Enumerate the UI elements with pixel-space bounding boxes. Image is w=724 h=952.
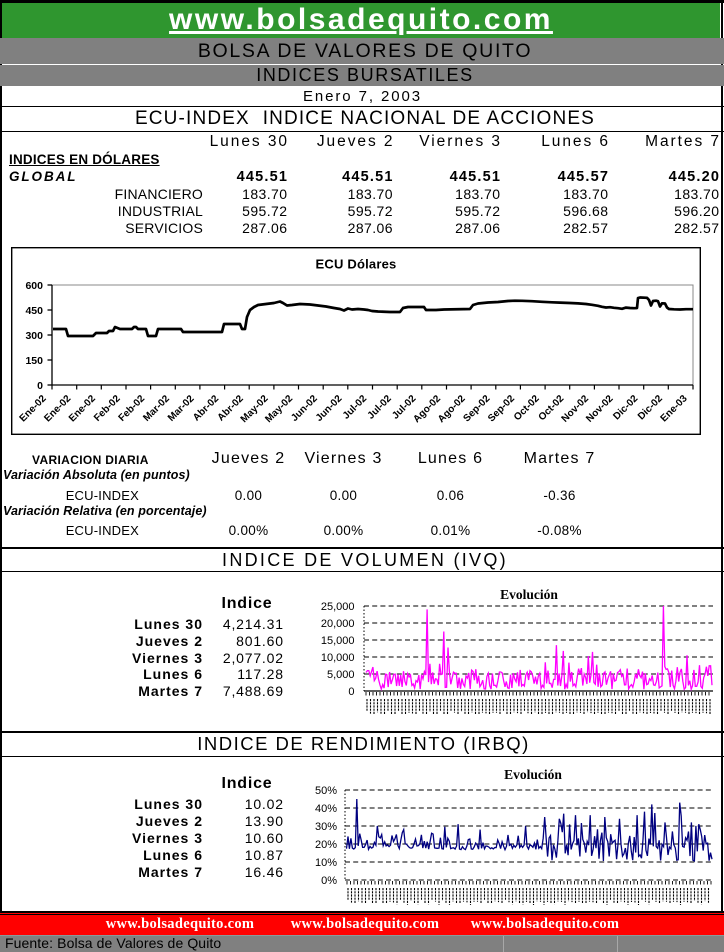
svg-text:Jun-02: Jun-02 [289,393,320,424]
svg-text:May-02: May-02 [263,393,295,425]
svg-text:Abr-02: Abr-02 [191,393,221,423]
svg-text:10,000: 10,000 [321,652,355,664]
svg-text:ECU Dólares: ECU Dólares [316,257,397,272]
svg-text:5,000: 5,000 [327,669,355,681]
svg-text:20,000: 20,000 [321,618,355,630]
svg-text:Feb-02: Feb-02 [117,393,148,424]
svg-text:Ago-02: Ago-02 [436,393,468,425]
svg-text:Ene-02: Ene-02 [67,393,98,424]
svg-text:Jul-02: Jul-02 [341,393,370,422]
svg-text:Evolución: Evolución [500,587,558,602]
svg-text:40%: 40% [315,803,337,815]
svg-text:Mar-02: Mar-02 [166,393,197,424]
svg-text:Oct-02: Oct-02 [512,393,542,423]
svg-text:450: 450 [25,305,43,317]
svg-text:0: 0 [37,380,43,392]
svg-text:Jun-02: Jun-02 [314,393,345,424]
svg-text:Feb-02: Feb-02 [92,393,123,424]
svg-text:150: 150 [25,355,43,367]
svg-text:25,000: 25,000 [321,601,355,613]
svg-text:300: 300 [25,330,43,342]
svg-text:Ene-03: Ene-03 [659,393,690,424]
svg-text:Nov-02: Nov-02 [584,393,616,425]
svg-text:Evolución: Evolución [504,767,562,782]
svg-text:30%: 30% [315,821,337,833]
svg-text:20%: 20% [315,839,337,851]
svg-text:Dic-02: Dic-02 [611,393,640,422]
svg-text:Sep-02: Sep-02 [486,393,517,424]
svg-text:0%: 0% [321,875,337,887]
svg-text:50%: 50% [315,785,337,797]
svg-text:0: 0 [348,686,354,698]
svg-text:10%: 10% [315,857,337,869]
svg-text:600: 600 [25,280,43,292]
svg-text:Mar-02: Mar-02 [141,393,172,424]
svg-text:Jul-02: Jul-02 [366,393,395,422]
svg-text:15,000: 15,000 [321,635,355,647]
